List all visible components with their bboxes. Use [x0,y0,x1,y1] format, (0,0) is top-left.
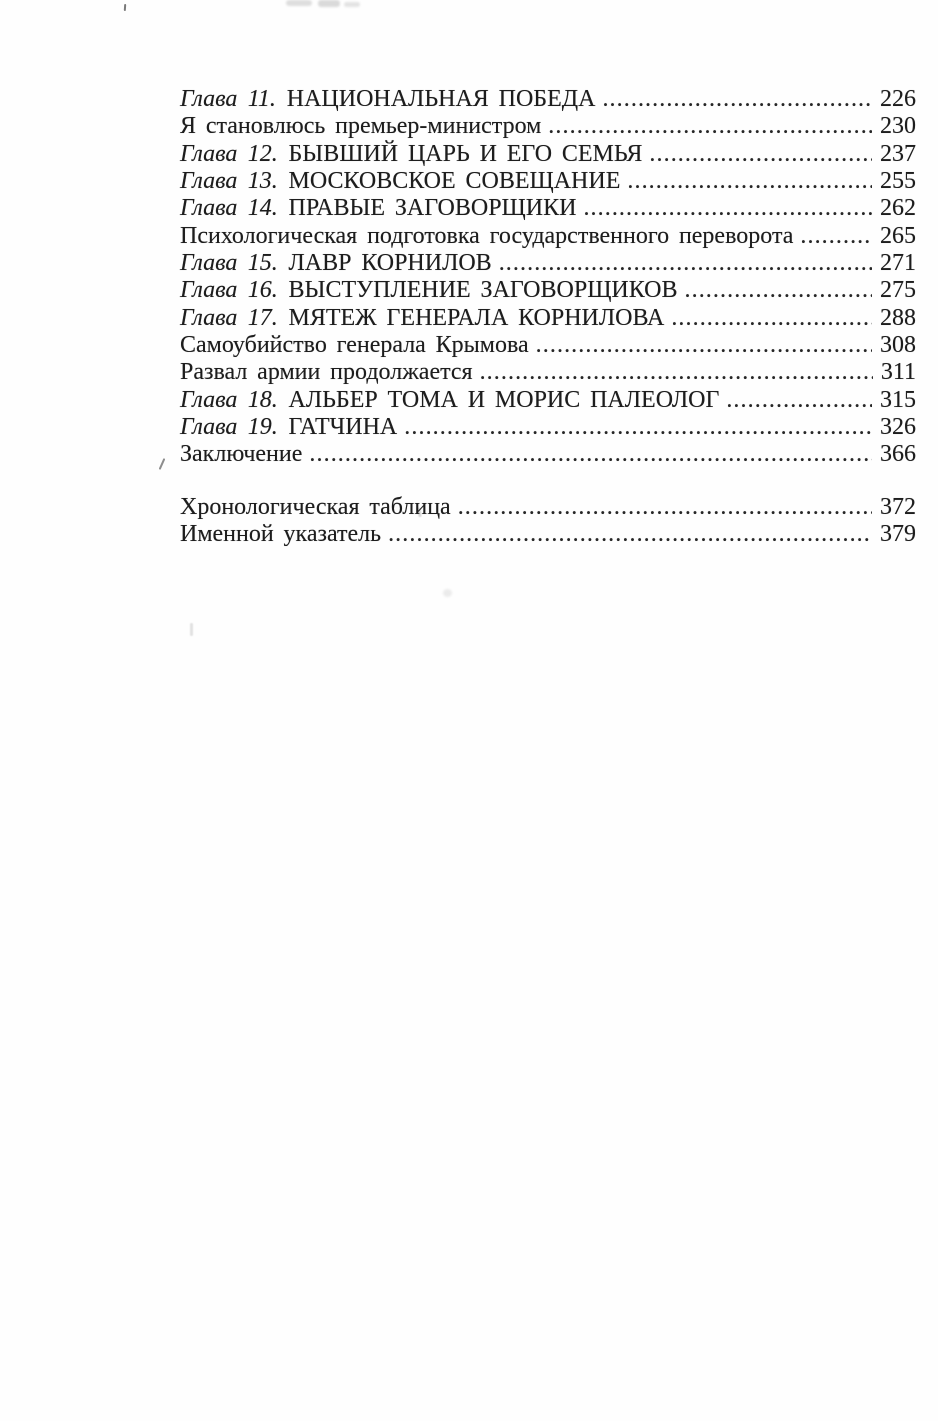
chapter-prefix: Глава 13. [180,168,278,195]
toc-entry: Именной указатель 379 [180,521,916,548]
page-number: 275 [880,277,916,304]
toc-entry: Глава 17. МЯТЕЖ ГЕНЕРАЛА КОРНИЛОВА 288 [180,305,916,332]
page-number: 308 [880,332,916,359]
toc-entry: Глава 14. ПРАВЫЕ ЗАГОВОРЩИКИ 262 [180,195,916,222]
toc-entry: Самоубийство генерала Крымова 308 [180,332,916,359]
scan-artifact [443,589,452,597]
dot-leader [548,113,872,140]
toc-entry: Глава 12. БЫВШИЙ ЦАРЬ И ЕГО СЕМЬЯ 237 [180,141,916,168]
chapter-prefix: Глава 11. [180,86,276,112]
scan-artifact [190,623,193,636]
entry-title: ЛАВР КОРНИЛОВ [288,250,492,277]
toc-entry: Заключение 366 [180,441,916,468]
entry-title: Заключение [180,441,303,468]
toc-entry: Глава 15. ЛАВР КОРНИЛОВ 271 [180,250,916,277]
page-number: 315 [880,386,916,413]
toc-entry: Глава 19. ГАТЧИНА 326 [180,414,916,441]
toc-entry: Я становлюсь премьер-министром 230 [180,113,916,140]
dot-leader [388,521,872,548]
entry-title: МОСКОВСКОЕ СОВЕЩАНИЕ [288,168,621,195]
page-number: 379 [880,521,916,548]
entry-title: Психологическая подготовка государственн… [180,222,794,249]
page-number: 372 [880,493,916,520]
page-number: 255 [880,168,916,195]
page-number: 271 [880,250,916,277]
scan-artifact [344,2,360,7]
scan-artifact [286,0,312,6]
scan-artifact [318,0,340,7]
page-number: 230 [880,113,916,140]
entry-title: Самоубийство генерала Крымова [180,332,529,359]
entry-title: ГАТЧИНА [288,414,398,441]
dot-leader [309,441,872,468]
back-matter-section: Хронологическая таблица 372 Именной указ… [180,494,916,549]
page-number: 237 [880,140,916,167]
scan-artifact [158,458,166,470]
entry-title: АЛЬБЕР ТОМА И МОРИС ПАЛЕОЛОГ [288,386,720,413]
dot-leader [536,332,872,359]
entry-title: Я становлюсь премьер-министром [180,113,542,140]
dot-leader [685,277,873,304]
toc-entry: Глава 13. МОСКОВСКОЕ СОВЕЩАНИЕ 255 [180,168,916,195]
dot-leader [627,168,872,195]
page-number: 366 [880,441,916,468]
chapter-prefix: Глава 14. [180,195,278,222]
page-number: 326 [880,414,916,441]
dot-leader [404,414,872,441]
entry-title: Развал армии продолжается [180,359,473,386]
dot-leader [602,86,872,113]
dot-leader [583,195,872,222]
entry-title: МЯТЕЖ ГЕНЕРАЛА КОРНИЛОВА [288,304,665,331]
page-number: 226 [880,86,916,112]
dot-leader [499,250,872,277]
chapter-prefix: Глава 16. [180,277,278,304]
entry-title: НАЦИОНАЛЬНАЯ ПОБЕДА [286,86,596,112]
scan-artifact [123,3,127,12]
page-number: 262 [880,195,916,222]
entry-title: ПРАВЫЕ ЗАГОВОРЩИКИ [288,195,577,222]
toc-entry: Хронологическая таблица 372 [180,494,916,521]
table-of-contents: Глава 11. НАЦИОНАЛЬНАЯ ПОБЕДА 226 Я стан… [180,86,916,549]
entry-title: Именной указатель [180,521,382,548]
dot-leader [480,359,873,386]
toc-entry: Развал армии продолжается 311 [180,359,916,386]
chapter-prefix: Глава 18. [180,386,278,413]
page-number: 288 [880,304,916,331]
page-number: 265 [880,222,916,249]
dot-leader [671,305,872,332]
entry-title: БЫВШИЙ ЦАРЬ И ЕГО СЕМЬЯ [288,140,643,167]
dot-leader [800,223,872,250]
dot-leader [726,387,872,414]
chapter-prefix: Глава 12. [180,140,278,167]
dot-leader [649,141,872,168]
dot-leader [458,494,872,521]
toc-entry: Психологическая подготовка государственн… [180,223,916,250]
chapter-prefix: Глава 17. [180,304,278,331]
toc-entry: Глава 16. ВЫСТУПЛЕНИЕ ЗАГОВОРЩИКОВ 275 [180,277,916,304]
entry-title: ВЫСТУПЛЕНИЕ ЗАГОВОРЩИКОВ [288,277,678,304]
chapter-prefix: Глава 15. [180,250,278,277]
toc-entry: Глава 11. НАЦИОНАЛЬНАЯ ПОБЕДА 226 [180,86,916,113]
toc-entry: Глава 18. АЛЬБЕР ТОМА И МОРИС ПАЛЕОЛОГ 3… [180,387,916,414]
entry-title: Хронологическая таблица [180,493,451,520]
chapter-prefix: Глава 19. [180,414,278,441]
page-number: 311 [880,359,916,386]
